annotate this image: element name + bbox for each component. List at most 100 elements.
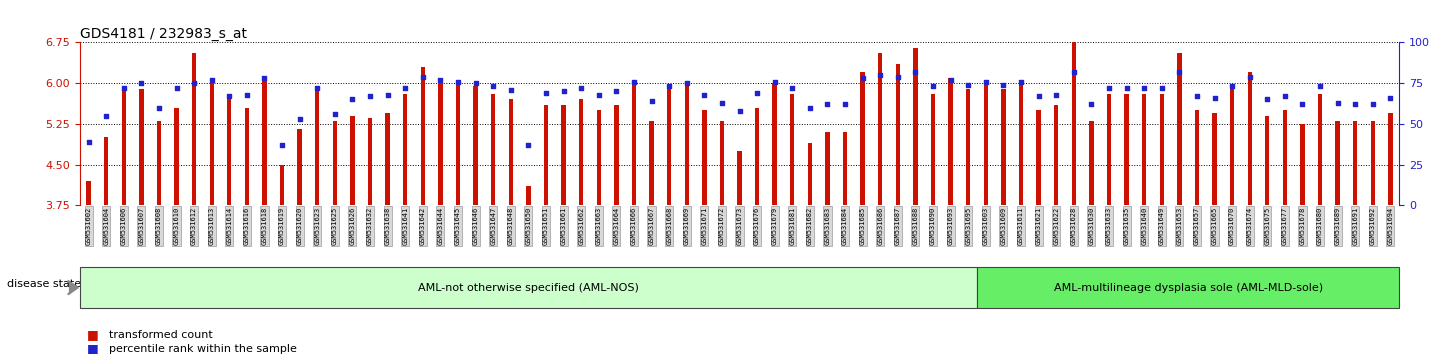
Bar [1353, 121, 1357, 205]
Point [218, 93, 241, 99]
Bar [983, 83, 987, 205]
Bar [1143, 94, 1147, 205]
Point [570, 85, 593, 91]
Point [974, 79, 998, 84]
Point [957, 82, 980, 88]
Point [552, 88, 576, 94]
Bar [455, 83, 460, 205]
Bar [842, 132, 847, 205]
Text: ■: ■ [87, 328, 99, 341]
Point [587, 92, 610, 97]
Point [816, 102, 840, 107]
Point [1290, 102, 1314, 107]
Bar [632, 83, 637, 205]
Bar [1264, 116, 1270, 205]
Point [481, 84, 505, 89]
Point [1132, 85, 1156, 91]
Point [728, 108, 751, 114]
Point [1044, 92, 1067, 97]
Bar [1212, 113, 1217, 205]
Point [376, 92, 399, 97]
Bar [808, 143, 812, 205]
Bar [860, 72, 864, 205]
Bar [931, 94, 935, 205]
Point [341, 97, 364, 102]
Text: disease state: disease state [7, 279, 81, 289]
Point [1221, 84, 1244, 89]
Bar [948, 78, 953, 205]
Bar [966, 88, 970, 205]
Bar [1335, 121, 1340, 205]
Bar [332, 121, 336, 205]
Bar [104, 137, 109, 205]
Point [535, 90, 558, 96]
Point [165, 85, 188, 91]
Point [306, 85, 329, 91]
Bar [87, 181, 91, 205]
Point [1256, 97, 1279, 102]
Text: GDS4181 / 232983_s_at: GDS4181 / 232983_s_at [80, 28, 247, 41]
Bar [1160, 94, 1164, 205]
Bar [351, 116, 355, 205]
Point [77, 139, 100, 145]
Bar [1000, 88, 1006, 205]
Point [271, 142, 294, 148]
Point [1344, 102, 1367, 107]
Point [1204, 95, 1227, 101]
Bar [526, 186, 531, 205]
Bar [737, 151, 742, 205]
Point [183, 80, 206, 86]
Point [1115, 85, 1138, 91]
Point [1238, 74, 1262, 80]
Bar [825, 132, 829, 205]
Bar [174, 108, 178, 205]
Text: AML-not otherwise specified (AML-NOS): AML-not otherwise specified (AML-NOS) [418, 282, 639, 293]
Text: AML-multilineage dysplasia sole (AML-MLD-sole): AML-multilineage dysplasia sole (AML-MLD… [1054, 282, 1322, 293]
Bar [1177, 53, 1182, 205]
Point [200, 77, 223, 83]
Point [1327, 100, 1350, 105]
Point [992, 82, 1015, 88]
Point [412, 74, 435, 80]
Point [516, 142, 539, 148]
Text: ■: ■ [87, 342, 99, 354]
Point [252, 75, 276, 81]
Point [886, 74, 909, 80]
Bar [702, 110, 706, 205]
Bar [492, 94, 496, 205]
Bar [684, 83, 689, 205]
Point [429, 77, 452, 83]
Bar [914, 48, 918, 205]
Point [780, 85, 803, 91]
Bar [228, 99, 232, 205]
Bar [1370, 121, 1375, 205]
Point [112, 85, 135, 91]
Bar [1072, 42, 1076, 205]
Bar [1230, 88, 1234, 205]
Text: transformed count: transformed count [109, 330, 213, 339]
Bar [790, 94, 795, 205]
Bar [315, 88, 319, 205]
Point [1027, 93, 1050, 99]
Bar [386, 113, 390, 205]
Point [129, 80, 152, 86]
Point [1150, 85, 1173, 91]
Bar [1037, 110, 1041, 205]
Bar [1301, 124, 1305, 205]
Point [358, 93, 381, 99]
Point [1185, 93, 1208, 99]
Bar [1388, 113, 1392, 205]
Bar [473, 86, 479, 205]
Bar [615, 105, 619, 205]
Bar [650, 121, 654, 205]
Bar [280, 165, 284, 205]
Point [622, 79, 645, 84]
Bar [1247, 72, 1251, 205]
Point [710, 100, 734, 105]
Point [605, 88, 628, 94]
Bar [403, 94, 407, 205]
Bar [297, 129, 302, 205]
Bar [139, 88, 144, 205]
Point [676, 80, 699, 86]
Point [921, 84, 944, 89]
